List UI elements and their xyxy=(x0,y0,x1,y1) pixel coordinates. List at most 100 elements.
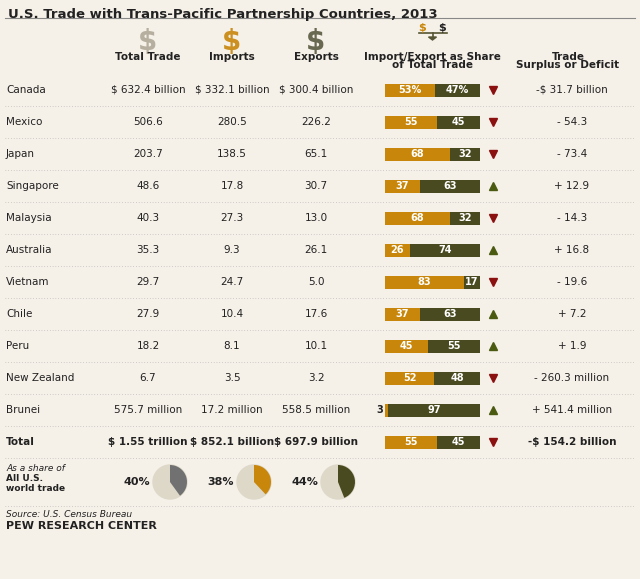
Text: 55: 55 xyxy=(404,437,418,447)
Text: 37: 37 xyxy=(396,181,410,191)
Text: 45: 45 xyxy=(399,341,413,351)
Text: 37: 37 xyxy=(396,309,410,319)
Text: - 19.6: - 19.6 xyxy=(557,277,587,287)
Text: 17.2 million: 17.2 million xyxy=(201,405,263,415)
Circle shape xyxy=(237,465,271,499)
Bar xyxy=(385,115,437,129)
Text: PEW RESEARCH CENTER: PEW RESEARCH CENTER xyxy=(6,521,157,531)
Text: + 12.9: + 12.9 xyxy=(554,181,589,191)
Text: New Zealand: New Zealand xyxy=(6,373,74,383)
Text: U.S. Trade with Trans-Pacific Partnership Countries, 2013: U.S. Trade with Trans-Pacific Partnershi… xyxy=(8,8,438,21)
Text: 18.2: 18.2 xyxy=(136,341,159,351)
Text: 26: 26 xyxy=(390,245,404,255)
Text: $: $ xyxy=(307,28,326,56)
Text: 40%: 40% xyxy=(124,477,150,487)
Text: 226.2: 226.2 xyxy=(301,117,331,127)
Text: Import/Export as Share: Import/Export as Share xyxy=(364,52,501,62)
Text: Malaysia: Malaysia xyxy=(6,213,52,223)
Text: Total: Total xyxy=(6,437,35,447)
Wedge shape xyxy=(170,465,187,496)
Text: 55: 55 xyxy=(404,117,418,127)
Text: 63: 63 xyxy=(444,181,457,191)
Text: 53%: 53% xyxy=(399,85,422,95)
Bar xyxy=(385,435,437,449)
Bar xyxy=(410,244,480,256)
Bar xyxy=(385,339,428,353)
Bar xyxy=(388,404,480,416)
Bar xyxy=(464,276,480,288)
Text: 10.4: 10.4 xyxy=(220,309,244,319)
Bar xyxy=(420,179,480,192)
Wedge shape xyxy=(254,465,271,494)
Text: 558.5 million: 558.5 million xyxy=(282,405,350,415)
Text: $ 697.9 billion: $ 697.9 billion xyxy=(274,437,358,447)
Text: 32: 32 xyxy=(458,213,472,223)
Text: 68: 68 xyxy=(410,149,424,159)
Bar xyxy=(385,83,435,97)
Text: Chile: Chile xyxy=(6,309,33,319)
Text: 24.7: 24.7 xyxy=(220,277,244,287)
Text: Peru: Peru xyxy=(6,341,29,351)
Text: 40.3: 40.3 xyxy=(136,213,159,223)
Text: All U.S.: All U.S. xyxy=(6,474,43,483)
Text: 26.1: 26.1 xyxy=(305,245,328,255)
Text: + 16.8: + 16.8 xyxy=(554,245,589,255)
Text: - 73.4: - 73.4 xyxy=(557,149,587,159)
Bar xyxy=(437,435,480,449)
Text: 97: 97 xyxy=(427,405,441,415)
Bar xyxy=(450,148,480,160)
Text: Japan: Japan xyxy=(6,149,35,159)
Text: Imports: Imports xyxy=(209,52,255,62)
Text: 3: 3 xyxy=(376,405,383,415)
Text: 17.8: 17.8 xyxy=(220,181,244,191)
Text: $: $ xyxy=(222,28,242,56)
Bar xyxy=(385,244,410,256)
Text: As a share of: As a share of xyxy=(6,464,65,473)
Text: + 541.4 million: + 541.4 million xyxy=(532,405,612,415)
Text: 27.9: 27.9 xyxy=(136,309,159,319)
Text: 203.7: 203.7 xyxy=(133,149,163,159)
Text: $: $ xyxy=(138,28,157,56)
Text: $: $ xyxy=(438,23,446,33)
Text: 29.7: 29.7 xyxy=(136,277,159,287)
Text: world trade: world trade xyxy=(6,484,65,493)
Text: 45: 45 xyxy=(452,117,465,127)
Text: 65.1: 65.1 xyxy=(305,149,328,159)
Bar xyxy=(385,372,435,384)
Text: of Total Trade: of Total Trade xyxy=(392,60,473,70)
Text: $ 632.4 billion: $ 632.4 billion xyxy=(111,85,186,95)
Text: Exports: Exports xyxy=(294,52,339,62)
Text: $ 1.55 trillion: $ 1.55 trillion xyxy=(108,437,188,447)
Text: 9.3: 9.3 xyxy=(224,245,240,255)
Text: 6.7: 6.7 xyxy=(140,373,156,383)
Wedge shape xyxy=(338,465,355,498)
Text: Singapore: Singapore xyxy=(6,181,59,191)
Bar xyxy=(385,307,420,321)
Text: 17: 17 xyxy=(465,277,479,287)
Text: 74: 74 xyxy=(438,245,452,255)
Bar xyxy=(385,276,464,288)
Text: $ 332.1 billion: $ 332.1 billion xyxy=(195,85,269,95)
Text: 27.3: 27.3 xyxy=(220,213,244,223)
Bar xyxy=(385,148,450,160)
Bar xyxy=(450,211,480,225)
Text: - 14.3: - 14.3 xyxy=(557,213,587,223)
Bar xyxy=(385,404,388,416)
Bar xyxy=(435,372,480,384)
Text: 138.5: 138.5 xyxy=(217,149,247,159)
Text: 44%: 44% xyxy=(291,477,318,487)
Text: 35.3: 35.3 xyxy=(136,245,159,255)
Text: 30.7: 30.7 xyxy=(305,181,328,191)
Text: $ 852.1 billion: $ 852.1 billion xyxy=(190,437,274,447)
Text: Mexico: Mexico xyxy=(6,117,42,127)
Text: 48: 48 xyxy=(451,373,464,383)
Text: -$ 31.7 billion: -$ 31.7 billion xyxy=(536,85,608,95)
Text: 83: 83 xyxy=(418,277,431,287)
Bar xyxy=(385,211,450,225)
Text: - 260.3 million: - 260.3 million xyxy=(534,373,609,383)
Text: 575.7 million: 575.7 million xyxy=(114,405,182,415)
Text: 55: 55 xyxy=(447,341,461,351)
Text: - 54.3: - 54.3 xyxy=(557,117,587,127)
Text: Trade: Trade xyxy=(552,52,584,62)
Text: Total Trade: Total Trade xyxy=(115,52,180,62)
